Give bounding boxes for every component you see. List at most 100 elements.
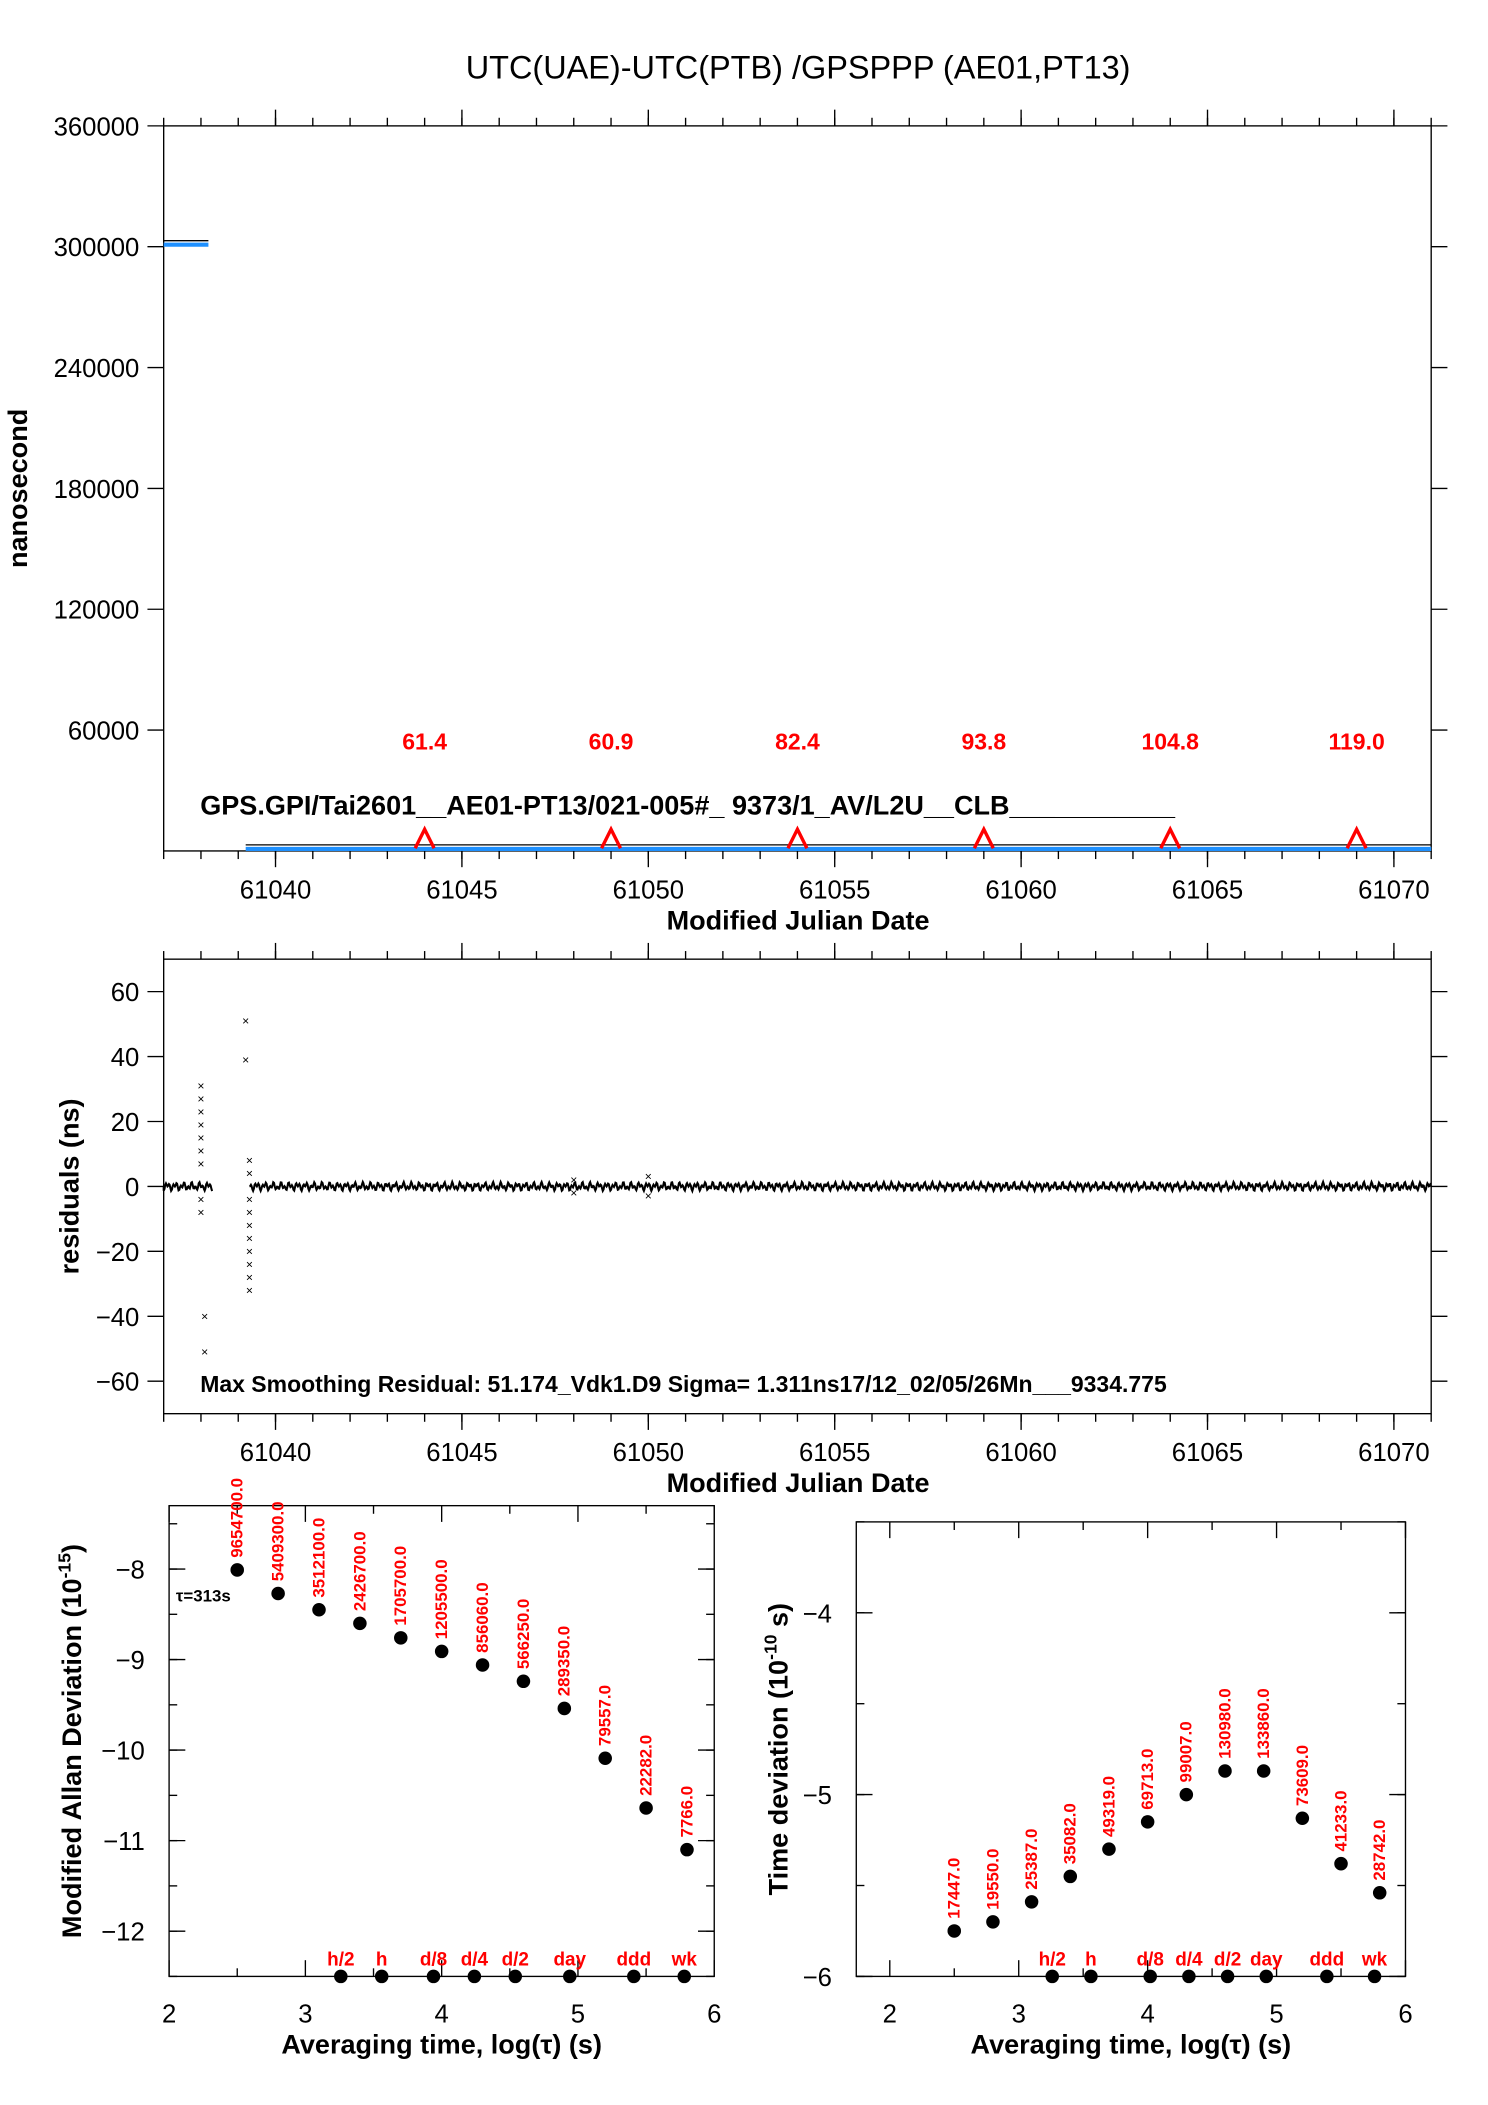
red-triangle-marker [786,825,809,849]
data-point [434,1644,449,1659]
data-point [516,1674,531,1689]
data-point [1140,1815,1155,1829]
point-label: 856060.0 [473,1582,492,1652]
point-label: 5409300.0 [269,1501,288,1581]
y-tick-label: −11 [103,1828,145,1856]
red-triangle-marker [1345,825,1368,849]
point-label: 133860.0 [1254,1688,1273,1758]
time-mark-dot [677,1969,692,1984]
y-tick-label: −12 [101,1919,145,1947]
time-mark-dot [1320,1969,1334,1984]
data-point [1024,1895,1039,1909]
y-tick-label: −10 [101,1738,145,1766]
residual-point: × [197,1192,204,1206]
time-mark-dot [563,1969,577,1984]
residual-point: × [246,1231,253,1245]
data-point [639,1801,653,1815]
residual-point: × [246,1270,253,1284]
time-mark-dot [426,1969,441,1984]
x-tick-label: 3 [298,2000,312,2028]
marker-label: 61.4 [402,728,447,754]
point-label: 17447.0 [945,1858,964,1919]
y-tick-label: −20 [96,1239,140,1267]
y-tick-label: −4 [803,1600,832,1628]
residual-point: × [197,1105,204,1119]
data-point [1102,1842,1116,1856]
residual-point: × [246,1205,253,1219]
residual-point: × [246,1283,253,1297]
point-label: 73609.0 [1293,1745,1312,1806]
x-tick-label: 61060 [985,876,1056,904]
time-mark-label: d/4 [461,1950,489,1971]
data-point [230,1563,244,1577]
x-tick-label: 61055 [799,876,870,904]
y-tick-label: −60 [96,1369,140,1397]
time-mark-label: day [1250,1950,1283,1971]
time-mark-label: d/8 [1137,1950,1164,1971]
annotation: Max Smoothing Residual: 51.174_Vdk1.D9 S… [200,1371,1167,1397]
residual-series [162,1178,1432,1194]
time-mark-dot [1143,1969,1157,1984]
time-mark-label: d/2 [1214,1950,1241,1971]
residual-point: × [197,1092,204,1106]
point-label: 9654700.0 [228,1478,247,1558]
residual-point: × [246,1192,253,1206]
marker-label: 82.4 [775,728,820,754]
x-tick-label: 61040 [240,1439,311,1467]
data-point [1256,1764,1271,1778]
red-triangle-marker [413,825,436,849]
y-axis-label: nanosecond [3,409,33,568]
data-point [598,1751,612,1766]
data-point [680,1842,694,1857]
marker-label: 60.9 [589,728,634,754]
x-tick-label: 5 [1269,2000,1283,2028]
y-tick-label: 180000 [54,476,140,504]
residual-point: × [242,1014,249,1028]
x-tick-label: 6 [707,2000,721,2028]
data-point [1372,1886,1387,1900]
point-label: 19550.0 [983,1849,1002,1910]
y-tick-label: −40 [96,1304,140,1332]
y-tick-label: −5 [803,1782,832,1810]
time-mark-label: day [553,1950,586,1971]
point-label: 28742.0 [1370,1820,1389,1881]
x-tick-label: 61045 [426,1439,497,1467]
x-tick-label: 61065 [1172,1439,1243,1467]
time-mark-dot [1259,1969,1274,1984]
residual-point: × [201,1309,208,1323]
point-label: 49319.0 [1099,1776,1118,1837]
residual-point: × [197,1144,204,1158]
point-label: 289350.0 [555,1626,574,1696]
y-tick-label: 40 [111,1044,140,1072]
x-tick-label: 3 [1012,2000,1026,2028]
residual-point: × [201,1345,208,1359]
time-mark-label: d/2 [502,1950,529,1971]
data-point [1218,1764,1232,1778]
data-point [475,1658,490,1672]
residual-point: × [242,1053,249,1067]
time-mark-label: d/4 [1175,1950,1203,1971]
time-mark-label: h [376,1950,388,1971]
marker-label: 93.8 [961,728,1006,754]
residual-point: × [246,1166,253,1180]
x-tick-label: 61050 [613,1439,684,1467]
y-tick-label: 360000 [54,113,140,141]
y-tick-label: 60 [111,979,140,1007]
point-label: 1705700.0 [391,1546,410,1626]
y-tick-label: 0 [125,1174,139,1202]
time-mark-dot [467,1969,482,1984]
y-tick-label: −9 [115,1647,144,1675]
point-label: 7766.0 [677,1786,696,1838]
red-triangle-marker [1159,825,1182,849]
x-tick-label: 2 [162,2000,176,2028]
point-label: 69713.0 [1138,1749,1157,1810]
time-mark-label: d/8 [420,1950,447,1971]
point-label: 566250.0 [514,1599,533,1669]
residual-point: × [197,1205,204,1219]
x-tick-label: 6 [1398,2000,1412,2028]
time-mark-dot [1045,1969,1060,1984]
data-point [1295,1811,1310,1826]
data-point [312,1603,326,1617]
marker-label: 104.8 [1141,728,1199,754]
